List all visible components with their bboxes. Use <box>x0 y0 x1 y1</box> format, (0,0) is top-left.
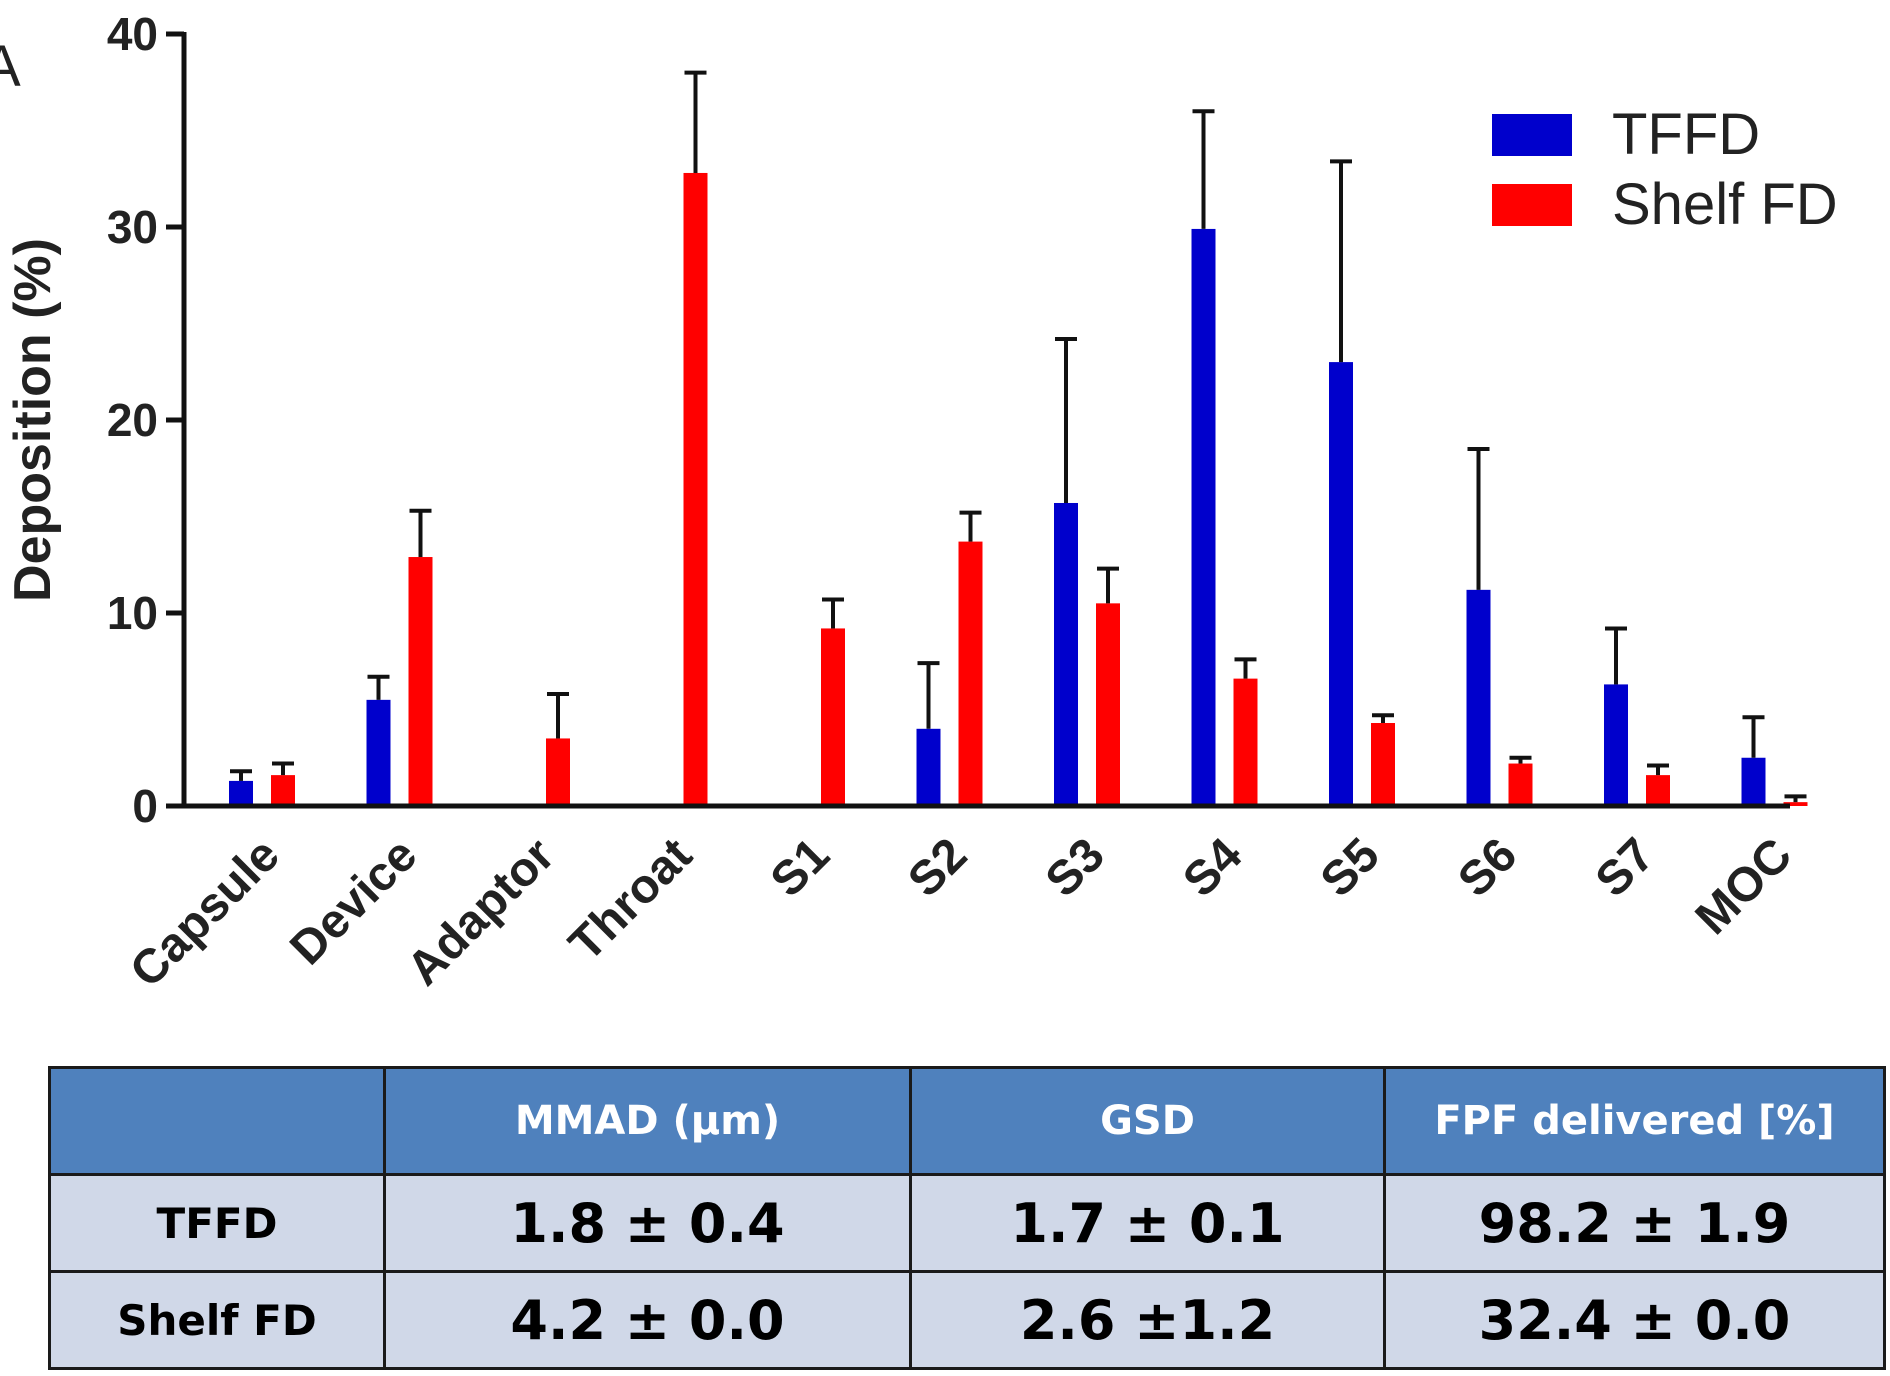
x-category-label: S4 <box>1173 828 1252 907</box>
bar-shelf-fd-moc <box>1783 802 1808 806</box>
bar-shelf-fd-s7 <box>1646 775 1670 806</box>
x-category-label: Capsule <box>120 828 290 998</box>
bar-shelf-fd-capsule <box>271 775 295 806</box>
cell-shelf-fd-mmad: 4.2 ± 0.0 <box>383 1270 912 1370</box>
bar-shelf-fd-throat <box>683 172 708 806</box>
bar-tffd-s7 <box>1604 684 1628 806</box>
x-category-label: Adaptor <box>397 828 565 996</box>
y-tick-label: 40 <box>107 8 158 60</box>
y-tick-label: 30 <box>107 201 158 253</box>
header-gsd: GSD <box>909 1066 1386 1176</box>
cell-shelf-fd-gsd: 2.6 ±1.2 <box>909 1270 1386 1370</box>
x-category-label: MOC <box>1686 828 1803 945</box>
bar-tffd-s2 <box>916 728 941 806</box>
bar-shelf-fd-s3 <box>1096 603 1120 806</box>
bar-shelf-fd-adaptor <box>546 738 570 806</box>
x-category-label: S2 <box>898 828 977 907</box>
aerodynamic-results-table: MMAD (µm) GSD FPF delivered [%] TFFD 1.8… <box>48 1066 1886 1370</box>
legend-label-shelf-fd: Shelf FD <box>1612 172 1838 237</box>
bar-shelf-fd-s2 <box>958 541 983 806</box>
y-tick-label: 20 <box>107 394 158 446</box>
table-row: TFFD 1.8 ± 0.4 1.7 ± 0.1 98.2 ± 1.9 <box>48 1173 1886 1273</box>
legend-swatch-tffd <box>1492 114 1572 156</box>
row-label-shelf-fd: Shelf FD <box>48 1270 386 1370</box>
bar-tffd-s3 <box>1054 502 1078 806</box>
bar-shelf-fd-device <box>408 557 433 806</box>
bar-tffd-capsule <box>229 780 253 806</box>
legend-label-tffd: TFFD <box>1612 102 1760 167</box>
bar-tffd-s6 <box>1466 589 1491 806</box>
bar-tffd-device <box>366 699 391 806</box>
bar-tffd-s4 <box>1191 228 1216 806</box>
header-fpf: FPF delivered [%] <box>1383 1066 1886 1176</box>
bar-shelf-fd-s6 <box>1508 763 1533 806</box>
table-header-row: MMAD (µm) GSD FPF delivered [%] <box>48 1066 1886 1176</box>
cell-shelf-fd-fpf: 32.4 ± 0.0 <box>1383 1270 1886 1370</box>
x-category-label: S6 <box>1448 828 1527 907</box>
header-mmad: MMAD (µm) <box>383 1066 912 1176</box>
header-empty-cell <box>48 1066 386 1176</box>
x-category-label: S3 <box>1036 828 1115 907</box>
x-category-label: S7 <box>1586 828 1665 907</box>
x-category-label: S1 <box>761 828 840 907</box>
panel-label: A <box>0 34 21 99</box>
table-row: Shelf FD 4.2 ± 0.0 2.6 ±1.2 32.4 ± 0.0 <box>48 1270 1886 1370</box>
x-category-label: Throat <box>559 828 702 971</box>
row-label-tffd: TFFD <box>48 1173 386 1273</box>
bar-shelf-fd-s1 <box>821 628 845 806</box>
bar-tffd-s5 <box>1329 362 1353 806</box>
bar-shelf-fd-s5 <box>1371 723 1395 806</box>
x-category-label: S5 <box>1311 828 1390 907</box>
cell-tffd-mmad: 1.8 ± 0.4 <box>383 1173 912 1273</box>
y-axis-label: Deposition (%) <box>4 238 62 602</box>
cell-tffd-gsd: 1.7 ± 0.1 <box>909 1173 1386 1273</box>
bar-shelf-fd-s4 <box>1233 678 1258 806</box>
cell-tffd-fpf: 98.2 ± 1.9 <box>1383 1173 1886 1273</box>
bar-tffd-moc <box>1741 757 1766 806</box>
legend-swatch-shelf-fd <box>1492 184 1572 226</box>
y-tick-label: 10 <box>107 587 158 639</box>
y-tick-label: 0 <box>132 780 158 832</box>
